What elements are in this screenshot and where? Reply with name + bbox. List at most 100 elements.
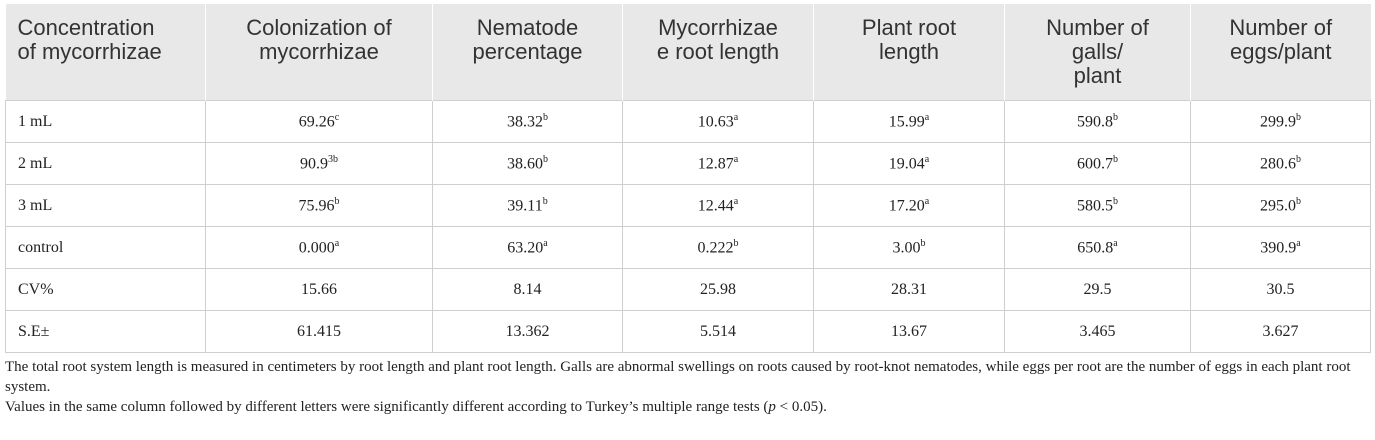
cell: 280.6b <box>1190 142 1371 185</box>
cell-value: 299.9 <box>1260 113 1296 131</box>
cell: 3.465 <box>1004 310 1191 353</box>
header-line: of mycorrhizae <box>17 39 162 64</box>
cell-letter: b <box>1296 195 1301 207</box>
cell: 38.32b <box>432 100 623 143</box>
cell-value: 12.87 <box>697 155 734 173</box>
cell-letter: 3b <box>328 153 338 165</box>
cell-value: 600.7 <box>1077 155 1113 173</box>
cell-value: 17.20 <box>888 197 925 215</box>
cell-letter: a <box>924 153 930 165</box>
cell: 28.31 <box>813 268 1005 311</box>
cell-value: 3.627 <box>1262 322 1299 340</box>
cell-value: 5.514 <box>700 322 736 340</box>
header-line: Nematode <box>476 15 579 40</box>
row-label: 2 mL <box>5 142 206 185</box>
header-line: Mycorrhizae <box>658 15 778 40</box>
table-row: control 0.000a 63.20a 0.222b 3.00b 650.8a 390.… <box>5 226 1371 269</box>
cell: 580.5b <box>1004 184 1191 227</box>
footnote-text: < 0.05). <box>775 399 827 415</box>
header-line: eggs/plant <box>1229 39 1332 64</box>
cell-letter: a <box>543 237 548 249</box>
header-cell: Nematode percentage <box>432 4 623 101</box>
cell-letter: a <box>733 111 739 123</box>
row-label: S.E± <box>5 310 206 353</box>
cell: 299.9b <box>1190 100 1371 143</box>
cell-value: 295.0 <box>1260 197 1296 215</box>
cell: 600.7b <box>1004 142 1191 185</box>
header-cell: Plant root length <box>813 4 1005 101</box>
cell: 17.20a <box>813 184 1005 227</box>
cell-value: 3.465 <box>1079 322 1116 340</box>
cell-letter: a <box>1113 237 1118 249</box>
table-row: S.E± 61.415 13.362 5.514 13.67 3.465 3.627 <box>5 310 1371 353</box>
header-line: plant <box>1073 63 1122 88</box>
cell: 63.20a <box>432 226 623 269</box>
cell: 69.26c <box>205 100 433 143</box>
cell-value: 25.98 <box>700 280 736 298</box>
cell-value: 12.44 <box>697 197 734 215</box>
cell: 3.00b <box>813 226 1005 269</box>
cell-letter: a <box>1296 237 1301 249</box>
header-line: e root length <box>656 39 780 64</box>
cell: 650.8a <box>1004 226 1191 269</box>
row-label: CV% <box>5 268 206 311</box>
cell: 8.14 <box>432 268 623 311</box>
cell: 0.000a <box>205 226 433 269</box>
cell-value: 10.63 <box>697 113 734 131</box>
cell: 12.87a <box>622 142 814 185</box>
header-cell: Number of eggs/plant <box>1190 4 1371 101</box>
cell: 3.627 <box>1190 310 1371 353</box>
cell: 29.5 <box>1004 268 1191 311</box>
cell-letter: b <box>543 153 548 165</box>
cell-letter: a <box>924 111 930 123</box>
cell: 5.514 <box>622 310 814 353</box>
footnote: The total root system length is measured… <box>5 359 1351 395</box>
cell-letter: b <box>920 237 926 249</box>
cell: 25.98 <box>622 268 814 311</box>
table-wrap: Concentration of mycorrhizae Colonization … <box>5 4 1375 417</box>
table-row: 2 mL 90.93b 38.60b 12.87a 19.04a 600.7b 280.6b <box>5 142 1371 185</box>
header-cell: Concentration of mycorrhizae <box>5 4 206 101</box>
table-row: CV% 15.66 8.14 25.98 28.31 29.5 30.5 <box>5 268 1371 311</box>
cell-letter: c <box>334 111 340 123</box>
header-line: length <box>879 39 939 64</box>
cell-value: 580.5 <box>1077 197 1113 215</box>
header-cell: Number of galls/plant <box>1004 4 1191 101</box>
cell-letter: b <box>542 195 548 207</box>
cell: 12.44a <box>622 184 814 227</box>
table-body: 1 mL 69.26c 38.32b 10.63a 15.99a 590.8b 299.9b… <box>5 100 1371 353</box>
cell-value: 590.8 <box>1077 113 1113 131</box>
cell: 15.99a <box>813 100 1005 143</box>
cell-letter: a <box>733 153 739 165</box>
cell-letter: b <box>1113 111 1118 123</box>
cell: 590.8b <box>1004 100 1191 143</box>
row-label: control <box>5 226 206 269</box>
cell-value: 0.222 <box>697 239 734 257</box>
cell: 75.96b <box>205 184 433 227</box>
cell: 390.9a <box>1190 226 1371 269</box>
cell-letter: b <box>733 237 739 249</box>
cell-letter: b <box>1113 195 1118 207</box>
cell: 295.0b <box>1190 184 1371 227</box>
cell-value: 0.000 <box>298 239 335 257</box>
cell-value: 13.67 <box>891 322 927 340</box>
cell-value: 280.6 <box>1260 155 1296 173</box>
footnote-italic: p <box>768 399 776 415</box>
cell-letter: b <box>1296 153 1301 165</box>
data-table: Concentration of mycorrhizae Colonization … <box>5 4 1371 353</box>
table-row: 3 mL 75.96b 39.11b 12.44a 17.20a 580.5b 295.0b <box>5 184 1371 227</box>
cell-letter: b <box>1296 111 1301 123</box>
header-line: mycorrhizae <box>259 39 379 64</box>
header-row: Concentration of mycorrhizae Colonization … <box>5 4 1371 101</box>
header-cell: Colonization of mycorrhizae <box>205 4 433 101</box>
footnote-significance: Values in the same column followed by di… <box>5 397 1375 417</box>
header-line: Concentration <box>17 15 155 40</box>
cell: 0.222b <box>622 226 814 269</box>
cell-value: 38.32 <box>507 113 543 131</box>
header-line: Plant root <box>861 15 957 40</box>
cell: 19.04a <box>813 142 1005 185</box>
cell: 13.362 <box>432 310 623 353</box>
cell-value: 29.5 <box>1083 280 1112 298</box>
cell: 38.60b <box>432 142 623 185</box>
